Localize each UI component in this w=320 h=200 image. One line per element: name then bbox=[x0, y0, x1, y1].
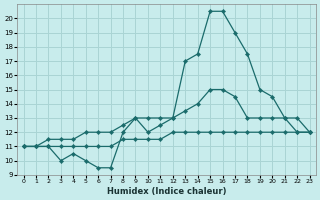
X-axis label: Humidex (Indice chaleur): Humidex (Indice chaleur) bbox=[107, 187, 226, 196]
